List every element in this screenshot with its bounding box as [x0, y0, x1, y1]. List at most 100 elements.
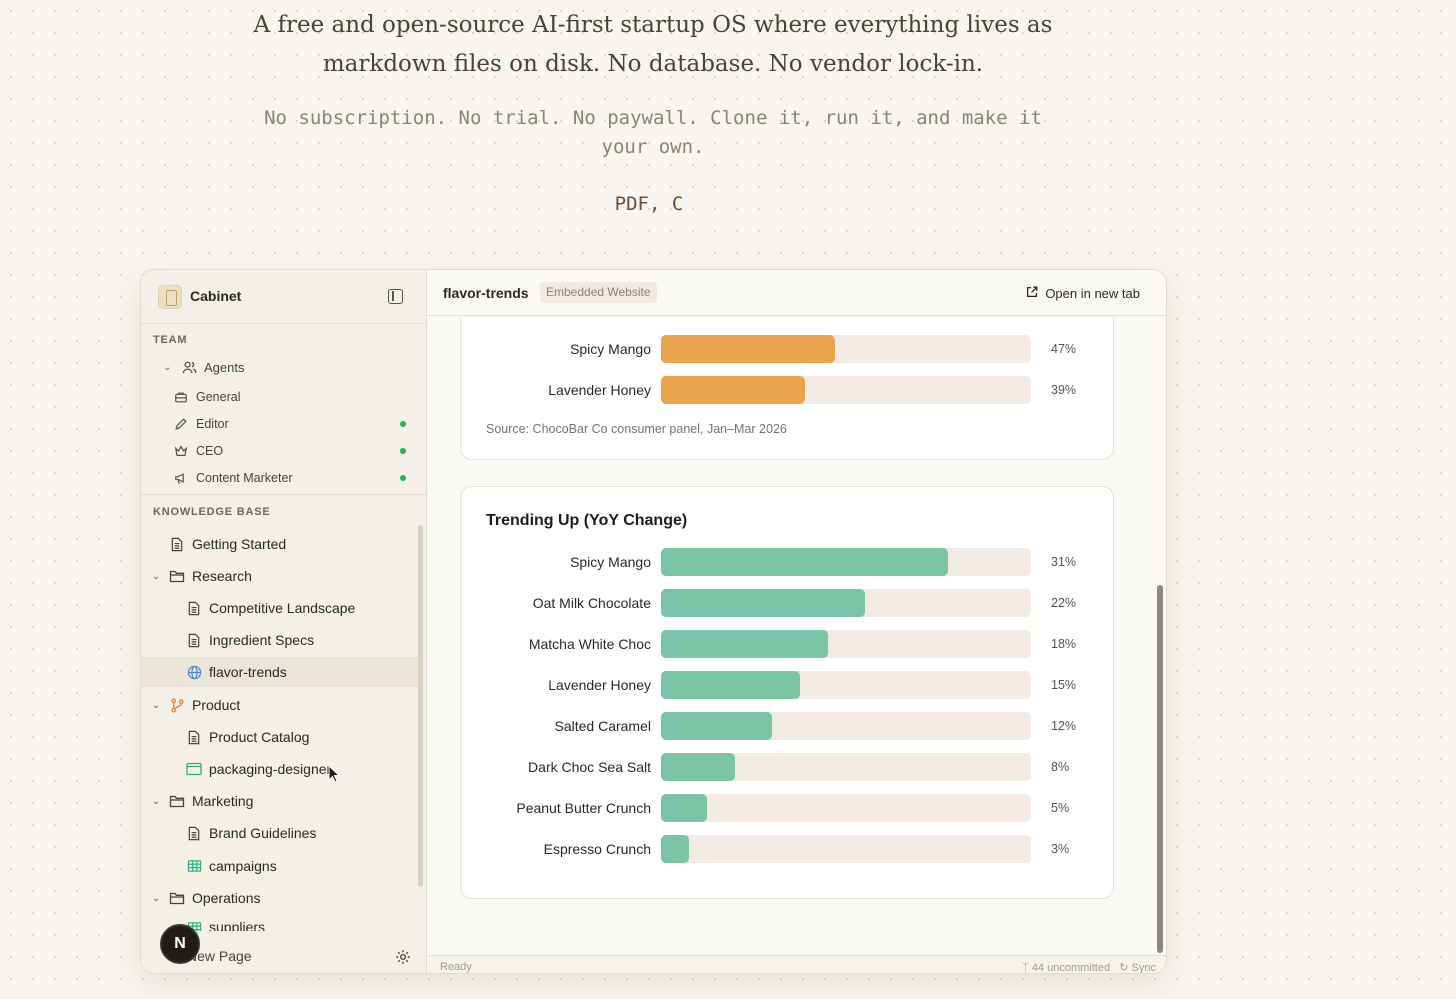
hero-tagline-line1: A free and open-source AI-first startup … [253, 12, 1053, 38]
section-divider [141, 494, 427, 495]
pencil-icon [173, 416, 189, 432]
bar-fill [661, 671, 800, 699]
mouse-pointer-icon [328, 764, 341, 788]
open-in-new-tab-label: Open in new tab [1045, 286, 1140, 301]
embedded-content[interactable]: Spicy Mango 47% Lavender Honey 39% Source: … [428, 317, 1166, 957]
chevron-down-icon[interactable]: ⌄ [152, 795, 161, 807]
sidebar-item-label: Editor [196, 417, 229, 431]
sidebar-item-label: Operations [192, 890, 261, 906]
sidebar-item-label: CEO [196, 444, 224, 458]
bar-fill [661, 548, 948, 576]
sidebar-item-packaging-designer[interactable]: packaging-designer [141, 754, 421, 784]
bar-value-label: 31% [1051, 555, 1077, 569]
chevron-down-icon[interactable]: ⌄ [152, 570, 161, 582]
bar-fill [661, 376, 805, 404]
bar-value-label: 39% [1051, 383, 1077, 397]
sync-icon: ↻ [1119, 962, 1129, 974]
status-text: Ready [440, 961, 472, 973]
sidebar-scrollbar[interactable] [418, 525, 423, 887]
team-section-label: TEAM [153, 334, 188, 346]
sidebar-item-competitive-landscape[interactable]: Competitive Landscape [141, 593, 421, 623]
bar-value-label: 5% [1051, 801, 1070, 815]
bar-fill [661, 630, 828, 658]
sidebar-item-label: flavor-trends [209, 664, 287, 680]
sidebar-item-agents[interactable]: ⌄ Agents [141, 352, 421, 382]
sync-button[interactable]: Sync [1131, 962, 1156, 974]
sidebar-item-operations[interactable]: ⌄ Operations [141, 883, 421, 913]
external-link-icon [1025, 285, 1039, 302]
cabinet-logo-icon [158, 285, 182, 309]
sidebar-item-ingredient-specs[interactable]: Ingredient Specs [141, 625, 421, 655]
sidebar-item-campaigns[interactable]: campaigns [141, 851, 421, 881]
bar-value-label: 22% [1051, 596, 1077, 610]
gear-icon[interactable] [395, 949, 411, 970]
knowledge-base-section-label: KNOWLEDGE BASE [153, 506, 271, 518]
bar-track [661, 835, 1031, 863]
sidebar-item-label: Agents [204, 359, 245, 375]
bar-fill [661, 835, 689, 863]
folder-icon [169, 890, 185, 906]
globe-icon [186, 664, 202, 680]
bar-category-label: Salted Caramel [554, 718, 652, 734]
document-icon [186, 825, 202, 841]
sidebar-item-label: Research [192, 568, 252, 584]
sidebar-item-label: Content Marketer [196, 471, 293, 485]
app-window-icon [186, 761, 202, 777]
sidebar-item-label: Ingredient Specs [209, 632, 315, 648]
bar-row: Dark Choc Sea Salt 8% [461, 753, 1115, 781]
bar-track [661, 794, 1031, 822]
bar-track [661, 335, 1031, 363]
document-icon [186, 600, 202, 616]
top-bar: flavor-trends Embedded Website Open in n… [428, 270, 1166, 316]
online-status-dot [400, 448, 406, 454]
online-status-dot [400, 421, 406, 427]
sidebar-item-content-marketer[interactable]: Content Marketer [141, 466, 421, 490]
megaphone-icon [173, 470, 189, 486]
sidebar-item-brand-guidelines[interactable]: Brand Guidelines [141, 818, 421, 848]
sidebar-item-label: Brand Guidelines [209, 825, 317, 841]
chevron-down-icon[interactable]: ⌄ [152, 892, 161, 904]
sidebar-header: Cabinet [141, 270, 426, 324]
hero-subtitle-line1: No subscription. No trial. No paywall. C… [264, 107, 1042, 129]
hero-subtitle: No subscription. No trial. No paywall. C… [0, 104, 1306, 162]
bar-fill [661, 589, 865, 617]
users-icon [181, 359, 197, 375]
folder-icon [169, 793, 185, 809]
sidebar-item-editor[interactable]: Editor [141, 412, 421, 436]
sidebar-item-ceo[interactable]: CEO [141, 439, 421, 463]
page-title: flavor-trends [443, 285, 529, 301]
bar-row: Espresso Crunch 3% [461, 835, 1115, 863]
bar-category-label: Espresso Crunch [543, 841, 651, 857]
sidebar-item-research[interactable]: ⌄ Research [141, 561, 421, 591]
bar-category-label: Oat Milk Chocolate [532, 595, 651, 611]
document-icon [169, 536, 185, 552]
chevron-down-icon[interactable]: ⌄ [152, 699, 161, 711]
bar-category-label: Matcha White Choc [528, 636, 651, 652]
avatar[interactable]: N [160, 924, 200, 964]
chart-title: Trending Up (YoY Change) [486, 512, 688, 529]
chevron-down-icon[interactable]: ⌄ [163, 361, 172, 373]
open-in-new-tab-button[interactable]: Open in new tab [1025, 285, 1140, 302]
chart-card-trending-up: Trending Up (YoY Change) Spicy Mango 31% O… [460, 486, 1114, 899]
collapse-sidebar-icon[interactable] [388, 289, 403, 304]
bar-category-label: Spicy Mango [570, 341, 651, 357]
sidebar-item-getting-started[interactable]: Getting Started [141, 529, 421, 559]
bar-track [661, 630, 1031, 658]
sidebar-item-label: Getting Started [192, 536, 287, 552]
bar-row: Spicy Mango 31% [461, 548, 1115, 576]
bar-fill [661, 712, 772, 740]
new-page-button[interactable]: New Page [187, 948, 252, 964]
uncommitted-count: 44 uncommitted [1031, 962, 1111, 974]
bar-row: Peanut Butter Crunch 5% [461, 794, 1115, 822]
sidebar-item-marketing[interactable]: ⌄ Marketing [141, 786, 421, 816]
sidebar-item-product[interactable]: ⌄ Product [141, 690, 421, 720]
sidebar-item-label: Marketing [192, 793, 254, 809]
app-title: Cabinet [190, 288, 242, 304]
sidebar-item-general[interactable]: General [141, 385, 421, 409]
document-icon [186, 632, 202, 648]
bar-value-label: 8% [1051, 760, 1070, 774]
content-scrollbar[interactable] [1157, 585, 1163, 953]
sidebar-item-product-catalog[interactable]: Product Catalog [141, 722, 421, 752]
document-icon [186, 729, 202, 745]
sidebar-item-flavor-trends[interactable]: flavor-trends [141, 657, 421, 687]
